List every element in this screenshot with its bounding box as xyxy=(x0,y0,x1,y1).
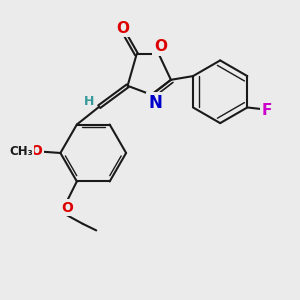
Text: O: O xyxy=(154,40,167,55)
Text: H: H xyxy=(84,95,94,108)
Text: F: F xyxy=(261,103,272,118)
Text: N: N xyxy=(148,94,162,112)
Text: O: O xyxy=(117,21,130,36)
Text: O: O xyxy=(31,145,43,158)
Text: O: O xyxy=(61,201,73,215)
Text: CH₃: CH₃ xyxy=(9,145,33,158)
